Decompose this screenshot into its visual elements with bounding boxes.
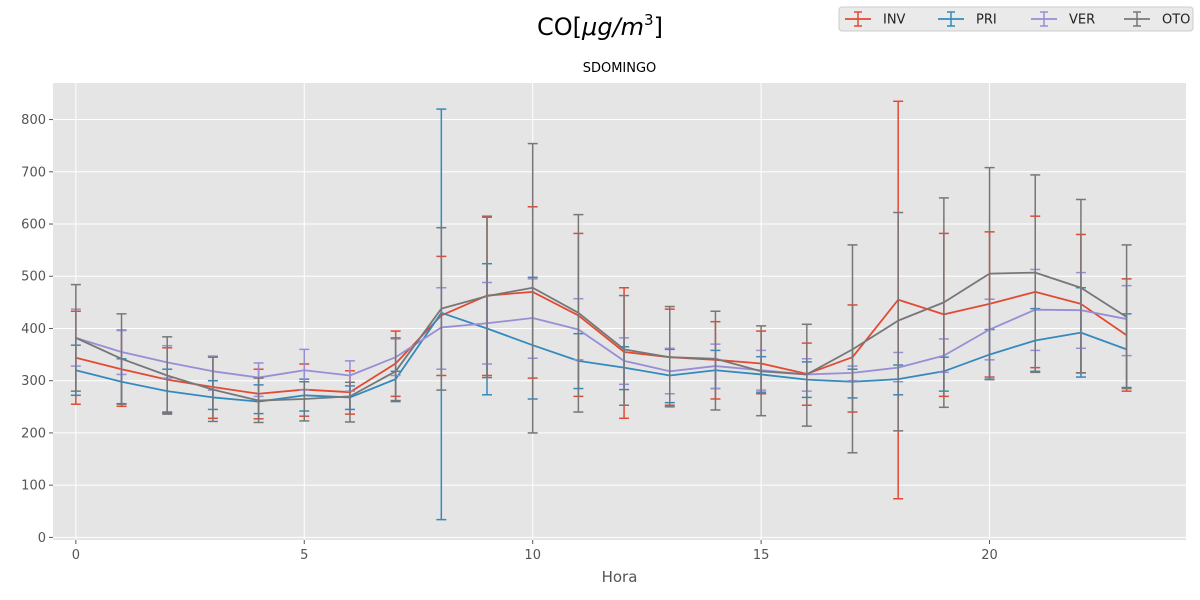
legend-item-ver: VER (1031, 11, 1095, 28)
y-tick-label: 0 (38, 531, 46, 546)
y-tick-label: 600 (21, 218, 46, 233)
figure-title: CO[μg/m3] (537, 11, 663, 41)
series-layer (70, 100, 1132, 521)
series-line (75, 271, 1128, 402)
y-tick-label: 800 (21, 113, 46, 128)
figure-title-m: m (621, 13, 644, 41)
series-line (75, 291, 1128, 395)
y-tick-label: 100 (21, 479, 46, 494)
x-tick-label: 20 (981, 548, 998, 563)
legend-label: INV (883, 13, 906, 28)
grid (53, 83, 1186, 540)
y-tick-label: 400 (21, 322, 46, 337)
x-tick-label: 0 (72, 548, 80, 563)
legend: INV PRI VER OTO (838, 6, 1194, 32)
figure-title-exponent: 3 (644, 11, 654, 29)
figure-title-slash: / (611, 13, 624, 41)
x-tick-label: 10 (524, 548, 541, 563)
axes-title: SDOMINGO (583, 61, 657, 76)
legend-label: PRI (976, 13, 997, 28)
figure-title-suffix: ] (654, 13, 663, 41)
y-tick-label: 300 (21, 374, 46, 389)
series-line (75, 308, 1127, 379)
series-oto (70, 142, 1132, 454)
figure-title-mu: μ (581, 13, 597, 41)
legend-label: OTO (1162, 13, 1190, 28)
plot-area (53, 83, 1186, 540)
y-tick-label: 700 (21, 165, 46, 180)
legend-item-inv: INV (845, 11, 906, 28)
y-tick-label: 200 (21, 426, 46, 441)
legend-label: VER (1069, 13, 1095, 28)
x-tick-label: 5 (300, 548, 308, 563)
series-line (75, 311, 1127, 403)
figure-title-prefix: CO[ (537, 13, 582, 41)
figure-title-g: g (597, 13, 612, 41)
x-axis-label: Hora (602, 568, 638, 586)
legend-item-oto: OTO (1124, 11, 1190, 28)
legend-item-pri: PRI (938, 11, 997, 28)
y-tick-label: 500 (21, 270, 46, 285)
x-tick-label: 15 (753, 548, 770, 563)
legend-frame (838, 6, 1194, 32)
